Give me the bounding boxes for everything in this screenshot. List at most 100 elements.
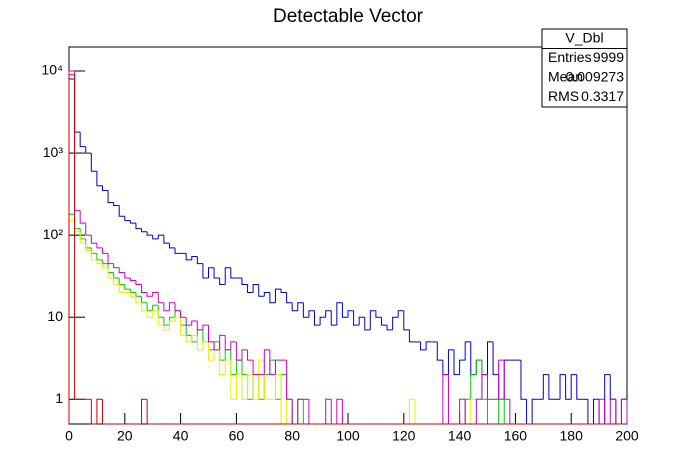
histogram-bin [325,398,332,424]
histogram-bin [397,310,404,318]
histogram-bin [570,374,577,400]
stats-value: 0.3317 [581,88,624,104]
histogram-bin [325,310,332,318]
histogram-bin [135,296,142,304]
stats-title: V_Dbl [565,29,603,45]
x-tick-label: 100 [336,428,360,444]
histogram-bin [475,359,482,375]
histogram-bin [420,341,427,351]
histogram-bin [364,317,371,331]
histogram-bin [96,171,103,187]
histogram-bin [247,284,254,294]
histogram-bin [481,374,488,400]
histogram-bin [146,399,153,425]
x-tick-label: 40 [173,428,189,444]
histogram-bin [79,231,86,244]
histogram-bin [347,310,354,318]
histogram-bin [113,278,120,286]
histogram-bin [90,153,97,172]
histogram-bin [174,316,181,321]
histogram-bin [90,399,97,425]
histogram-bin [146,231,153,236]
histogram-bin [487,341,494,375]
histogram-bin [208,325,215,343]
histogram-bin [90,250,97,261]
histogram-bin [520,360,527,400]
histogram-bin [213,267,220,279]
histogram-bin [408,398,415,424]
histogram-bin [202,324,209,330]
histogram-bin [269,292,276,304]
histogram-bin [101,263,109,269]
histogram-bin [74,74,81,400]
histogram-bin [274,359,282,375]
histogram-bin [498,359,505,400]
stats-label: Entries [548,49,592,65]
x-tick-label: 120 [392,428,416,444]
histogram-bin [235,341,242,361]
histogram-bin [436,341,443,361]
x-tick-label: 0 [65,428,73,444]
stats-box [541,28,628,108]
histogram-bin [598,398,605,424]
histogram-bin [180,317,187,336]
histogram-bin [191,334,198,342]
histogram-bin [113,202,120,206]
histogram-bin [129,292,136,297]
histogram-bin [593,398,600,424]
histogram-bin [208,341,215,361]
histogram-bin [375,310,382,318]
histogram-bin [107,253,114,265]
histogram-bin [252,284,259,293]
histogram-bin [141,398,148,424]
histogram-bin [118,267,125,274]
histogram-bin [152,235,159,240]
histogram-bin [124,284,131,290]
histogram-bin [185,253,192,261]
histogram-bin [241,374,248,400]
stats-value: 9999 [593,49,624,65]
histogram-bin [180,310,187,318]
histogram-bin [118,284,125,294]
histogram-bin [135,280,142,286]
histogram-bin [185,335,192,343]
histogram-bin [453,349,460,376]
histogram-bin [107,267,114,279]
histogram-bin [252,360,259,376]
histogram-bin [464,341,471,361]
histogram-bin [230,341,237,350]
histogram-bin [96,259,103,265]
histogram-bin [492,341,499,376]
histogram-bin [85,223,92,236]
histogram-bin [96,243,103,249]
x-tick-label: 140 [448,428,472,444]
histogram-bin [425,341,432,350]
histogram-bin [141,302,148,312]
histogram-bin [247,349,254,361]
histogram-bin [314,310,321,326]
histogram-bin [503,360,510,400]
histogram-bin [224,359,231,375]
histogram-bin [286,360,293,400]
histogram-bin [280,289,287,294]
histogram-bin [163,325,170,331]
histogram-bin [219,334,226,350]
histogram-bin [336,302,343,326]
histogram-bin [230,267,237,279]
histogram-bin [274,288,282,303]
histogram-bin [129,278,136,282]
histogram-bin [475,398,482,424]
histogram-bin [168,243,176,249]
histogram-bin [542,374,549,400]
histogram-bin [79,210,86,224]
histogram-bin [113,263,120,269]
histogram-bin [442,374,449,424]
histogram-bin [118,205,125,217]
y-tick-label: 10² [43,226,64,242]
histogram-bin [252,374,259,400]
histogram-bin [258,359,265,400]
y-tick-label: 1 [55,390,63,406]
histogram-bin [196,256,203,265]
histogram-bin [174,302,181,312]
